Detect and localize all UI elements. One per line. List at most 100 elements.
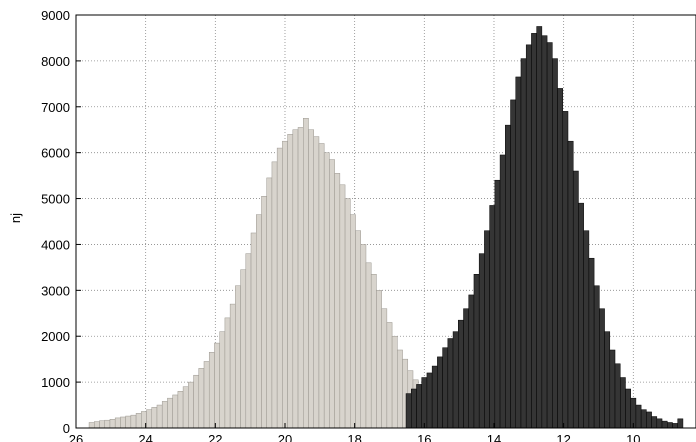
x-tick-label: 24 [138, 432, 152, 442]
bar-series-2 [546, 42, 553, 429]
bar-series-1 [376, 290, 382, 429]
bar-series-1 [188, 381, 194, 429]
y-tick-label: 1000 [41, 375, 70, 390]
bars-layer [88, 26, 684, 429]
bar-series-1 [130, 414, 137, 429]
bar-series-1 [125, 415, 132, 429]
bar-series-2 [646, 411, 652, 429]
bar-series-1 [156, 404, 163, 429]
bar-series-1 [135, 413, 142, 429]
bar-series-2 [578, 202, 584, 429]
bar-series-2 [588, 257, 595, 429]
bar-series-1 [214, 342, 220, 429]
x-tick-label: 16 [417, 432, 431, 442]
y-tick-label: 4000 [41, 237, 70, 252]
bar-series-1 [219, 331, 226, 429]
bar-series-1 [329, 159, 335, 429]
bar-series-2 [525, 44, 532, 429]
bar-series-1 [261, 196, 267, 429]
bar-series-2 [468, 294, 475, 429]
bar-series-2 [421, 377, 428, 429]
bar-series-1 [360, 244, 367, 429]
bar-series-2 [510, 99, 516, 429]
bar-series-1 [313, 136, 320, 429]
bar-series-1 [240, 269, 247, 429]
bar-series-1 [229, 303, 236, 429]
bar-series-2 [672, 423, 678, 429]
bar-series-2 [505, 124, 511, 429]
bar-series-2 [531, 33, 537, 429]
bar-series-1 [355, 230, 361, 429]
y-tick-label: 7000 [41, 100, 70, 115]
bar-series-2 [635, 404, 642, 429]
bar-series-1 [182, 386, 189, 429]
bar-series-1 [397, 349, 403, 429]
bar-series-2 [520, 58, 527, 429]
bar-series-1 [287, 134, 294, 429]
bar-series-2 [447, 338, 454, 429]
bar-series-2 [499, 154, 506, 429]
y-tick-labels: 0 1000 2000 3000 4000 5000 6000 7000 8000 9000 [41, 8, 70, 436]
bar-series-2 [437, 356, 443, 429]
bar-series-2 [609, 349, 616, 429]
bar-series-2 [557, 88, 564, 429]
bar-series-2 [562, 111, 569, 429]
bar-series-1 [256, 214, 262, 429]
bar-series-2 [593, 285, 600, 429]
bar-series-2 [651, 416, 658, 429]
bar-series-2 [552, 58, 558, 429]
bar-series-1 [161, 401, 168, 429]
bar-series-2 [405, 393, 412, 429]
bar-series-1 [276, 147, 283, 429]
bar-series-1 [318, 143, 325, 429]
bar-series-1 [266, 177, 273, 429]
y-tick-label: 2000 [41, 329, 70, 344]
bar-series-1 [198, 368, 205, 429]
x-tick-label: 14 [487, 432, 501, 442]
bar-series-2 [619, 377, 626, 429]
bar-series-1 [381, 308, 388, 429]
bar-series-2 [478, 253, 485, 429]
bar-series-2 [640, 409, 647, 429]
x-tick-label: 26 [69, 432, 83, 442]
bar-series-2 [599, 308, 605, 429]
bar-series-2 [572, 170, 579, 429]
bar-series-1 [120, 416, 126, 429]
bar-series-1 [350, 214, 356, 429]
bar-series-2 [677, 418, 684, 429]
bar-series-1 [271, 161, 278, 429]
bar-series-1 [245, 253, 252, 429]
bar-series-2 [442, 347, 449, 429]
bar-series-2 [614, 363, 621, 429]
bar-series-2 [567, 140, 574, 429]
bar-series-1 [370, 274, 377, 429]
x-tick-label: 12 [556, 432, 570, 442]
x-tick-label: 22 [208, 432, 222, 442]
bar-series-2 [583, 230, 590, 429]
bar-series-2 [656, 418, 663, 429]
y-tick-label: 6000 [41, 146, 70, 161]
x-tick-label: 18 [347, 432, 361, 442]
bar-series-2 [484, 230, 490, 429]
bar-series-2 [473, 274, 480, 429]
y-axis-label: nj [8, 213, 23, 223]
bar-series-2 [463, 308, 469, 429]
bar-series-1 [167, 397, 173, 429]
bar-series-1 [308, 129, 314, 429]
bar-series-1 [88, 422, 95, 429]
x-tick-label: 10 [626, 432, 640, 442]
bar-series-1 [109, 419, 116, 429]
bar-series-1 [386, 322, 393, 429]
axes [75, 14, 696, 429]
bar-series-2 [489, 205, 496, 429]
bar-series-2 [416, 384, 422, 429]
bar-series-1 [323, 152, 330, 429]
bar-series-1 [391, 335, 398, 429]
bar-series-2 [536, 26, 543, 429]
bar-series-1 [99, 420, 105, 429]
bar-series-1 [250, 232, 257, 429]
bar-series-2 [541, 35, 548, 429]
bar-series-1 [297, 127, 304, 429]
y-tick-label: 9000 [41, 8, 70, 23]
